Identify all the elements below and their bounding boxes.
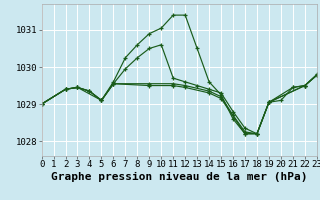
X-axis label: Graphe pression niveau de la mer (hPa): Graphe pression niveau de la mer (hPa): [51, 172, 308, 182]
